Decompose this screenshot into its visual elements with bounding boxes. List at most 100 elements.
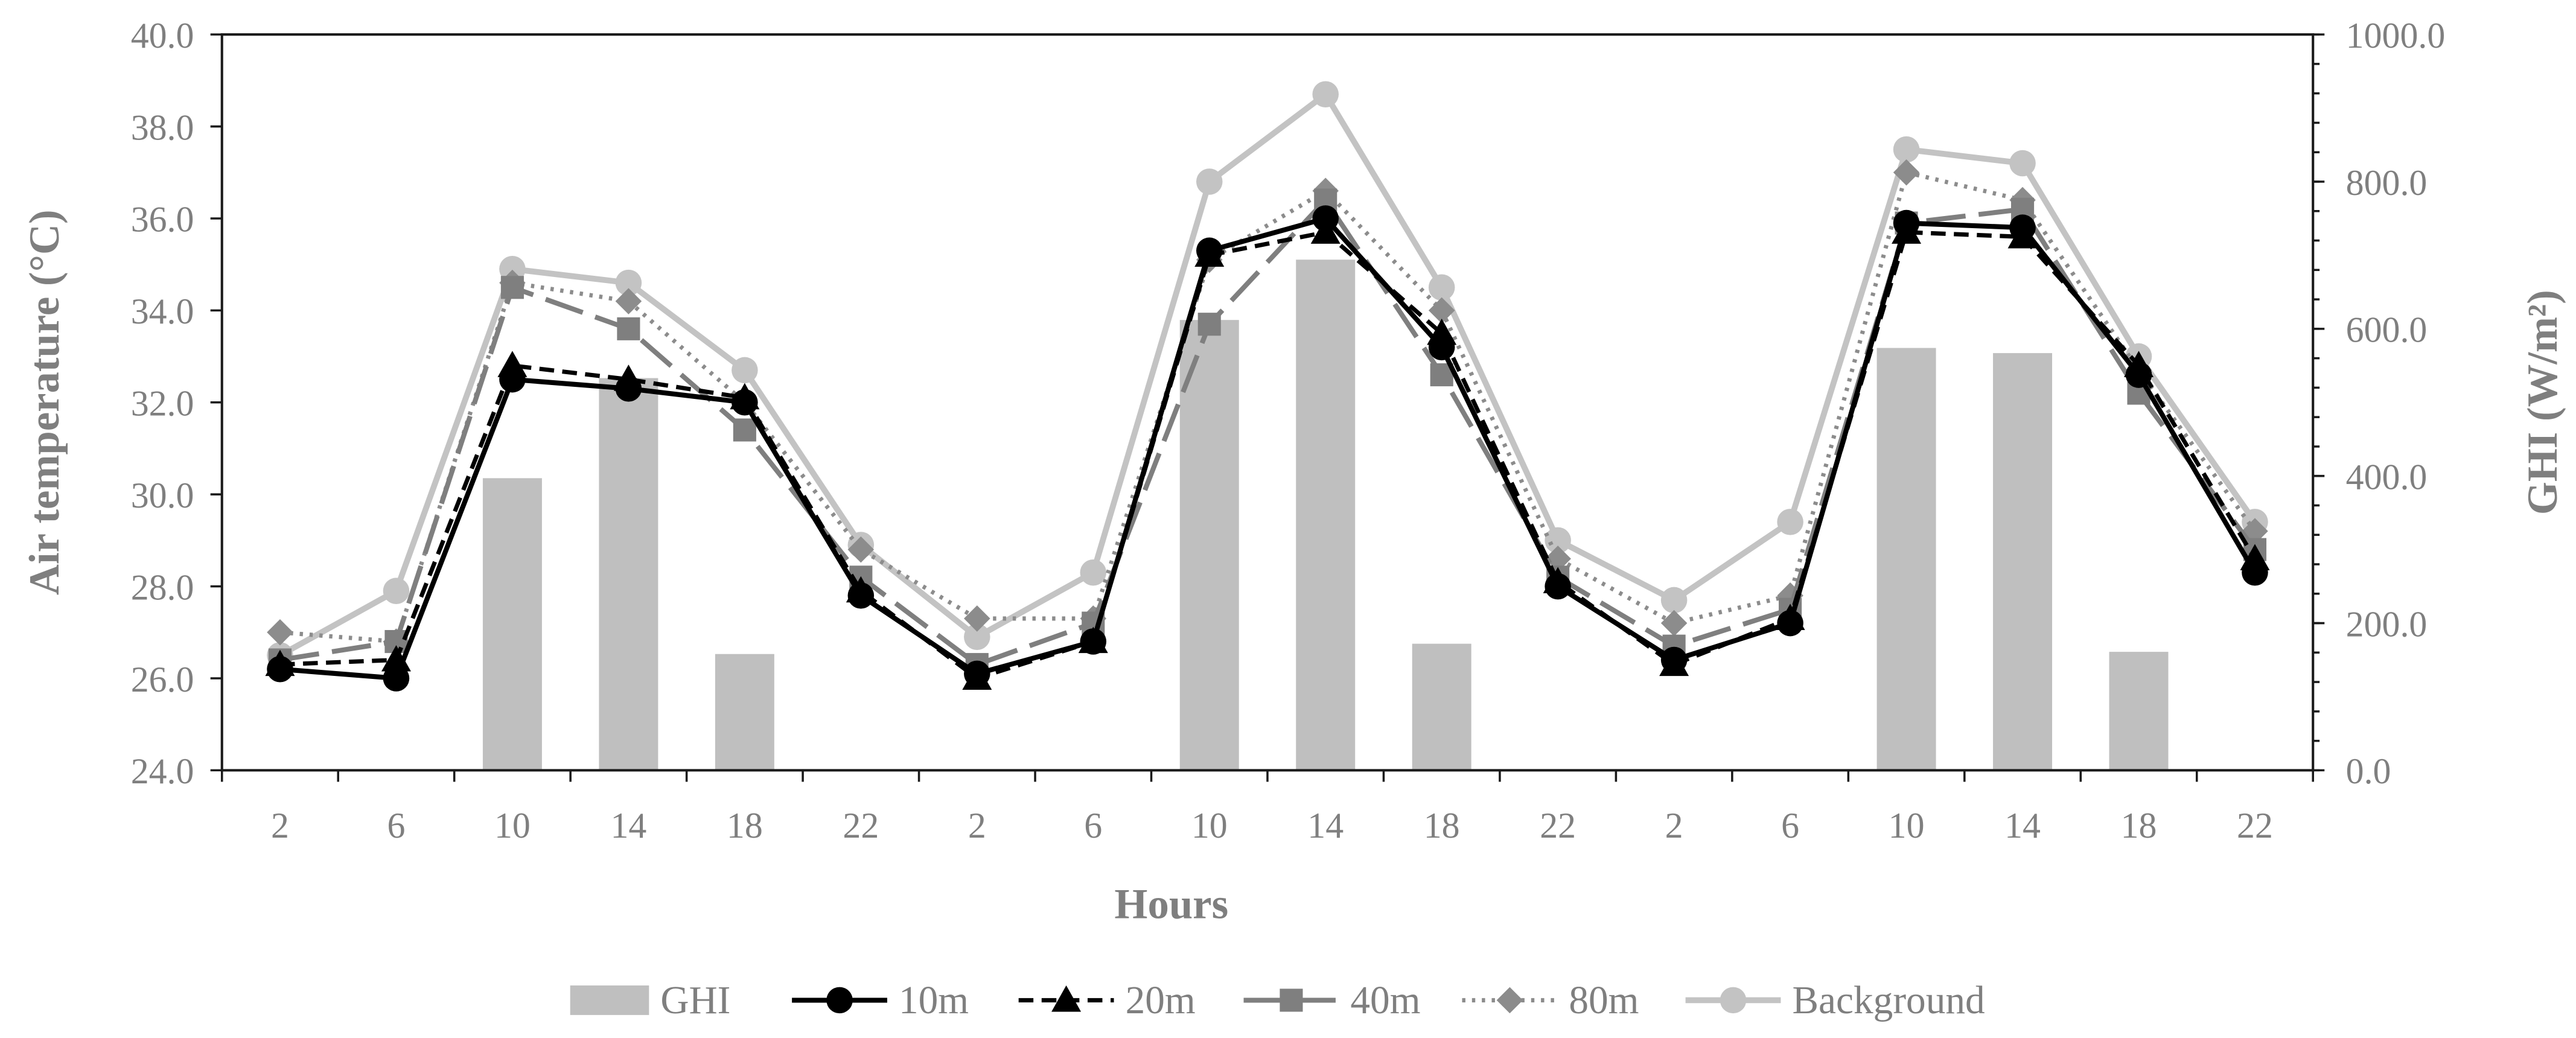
ghi-bar [2109,652,2169,771]
data-point-background [1080,559,1107,586]
y-tick-label: 36.0 [131,200,194,240]
data-point-background [732,357,758,384]
data-point-10m [615,375,642,402]
y-tick-label: 30.0 [131,476,194,515]
x-tick-label: 18 [2121,806,2157,845]
y-axis-title: Air temperature (°C) [21,209,68,595]
x-tick-label: 6 [387,806,405,845]
x-tick-label: 14 [2004,806,2041,845]
y2-tick-label: 200.0 [2346,604,2428,644]
series-10m [267,205,2268,692]
y2-tick-label: 0.0 [2346,751,2391,791]
y2-tick-label: 800.0 [2346,163,2428,203]
ghi-bar [1993,353,2053,771]
y2-tick-label: 400.0 [2346,457,2428,497]
y-tick-label: 24.0 [131,751,194,791]
legend-marker-20m [1051,985,1082,1012]
legend-item-40m: 40m [1243,979,1421,1022]
data-point-10m [1660,646,1688,673]
right-axis-ticks: 0.0 200.0 400.0 600.0 800.0 1000.0 [2313,16,2445,791]
data-point-80m [1660,610,1688,637]
x-tick-label: 6 [1084,806,1102,845]
series-background [267,81,2268,669]
ghi-bars [482,260,2169,771]
data-point-background [2009,150,2036,177]
x-tick-label: 2 [1665,806,1683,845]
legend-label-80m: 80m [1569,979,1639,1022]
legend-marker-80m [1496,987,1523,1014]
x-tick-label: 22 [843,806,879,845]
series-line-10m [279,215,2257,681]
data-point-10m [1777,610,1803,637]
ghi-bar [1412,643,1471,771]
ghi-bar [1296,260,1356,771]
data-point-background [964,623,990,651]
y2-axis-title: GHI (W/m²) [2519,290,2566,515]
data-point-80m [847,536,875,563]
legend-label-10m: 10m [899,979,969,1022]
x-tick-label: 6 [1781,806,1799,845]
legend-marker-background [1720,987,1747,1014]
series-20m [265,217,2270,690]
x-tick-label: 10 [494,806,531,845]
data-point-10m [732,389,758,416]
y-tick-label: 38.0 [131,107,194,147]
legend-label-40m: 40m [1350,979,1420,1022]
y-tick-label: 28.0 [131,567,194,607]
data-point-10m [1196,237,1223,264]
series-line-80m [279,170,2257,644]
ghi-bar [715,654,774,771]
legend-label-20m: 20m [1126,979,1196,1022]
data-point-10m [383,665,410,692]
legend-label-background: Background [1793,979,1985,1022]
y2-tick-label: 600.0 [2346,310,2428,350]
x-tick-label: 18 [1424,806,1460,845]
data-point-background [383,578,410,604]
data-point-80m [1428,297,1455,324]
data-point-background [1312,81,1339,107]
data-point-10m [1312,205,1339,232]
x-axis-title: Hours [1114,880,1228,928]
y-tick-label: 34.0 [131,291,194,331]
data-point-background [1777,509,1803,535]
x-tick-label: 14 [610,806,646,845]
data-point-10m [499,366,526,393]
x-tick-label: 22 [1540,806,1576,845]
legend-marker-10m [826,987,853,1014]
data-point-10m [2125,361,2152,388]
legend-item-80m: 80m [1462,979,1639,1022]
x-tick-label: 10 [1889,806,1925,845]
legend-swatch-ghi [570,985,649,1015]
ghi-bar [482,478,542,771]
data-point-40m [733,418,756,442]
x-tick-label: 2 [271,806,289,845]
legend-item-ghi: GHI [570,979,730,1022]
series-40m [268,188,2267,677]
data-point-background [1893,136,1920,163]
y2-tick-label: 1000.0 [2346,16,2446,56]
ghi-bar [1876,348,1936,771]
data-point-10m [1545,573,1571,600]
x-axis-ticks: 2 6 10 14 18 22 2 6 10 14 18 22 2 6 10 14 18 22 [220,770,2314,845]
legend-item-background: Background [1685,979,1985,1022]
data-point-80m [267,619,293,646]
legend: GHI 10m 20m 40m 80m Background [570,979,1985,1022]
data-point-10m [1428,334,1455,361]
data-point-background [1196,168,1223,195]
data-point-background [499,256,526,282]
left-axis-ticks: 24.0 26.0 28.0 30.0 32.0 34.0 36.0 38.0 40.0 [131,16,222,791]
data-point-10m [1080,628,1107,655]
legend-item-10m: 10m [792,979,969,1022]
data-point-40m [617,317,640,340]
x-tick-label: 18 [727,806,763,845]
data-point-10m [847,582,875,609]
temperature-series [265,81,2270,692]
data-point-80m [964,605,990,632]
data-point-background [1428,274,1455,301]
y-tick-label: 32.0 [131,384,194,424]
series-line-20m [279,230,2257,681]
data-point-background [1545,527,1571,554]
data-point-10m [267,655,293,683]
legend-marker-40m [1280,989,1303,1012]
data-point-background [1660,587,1688,614]
